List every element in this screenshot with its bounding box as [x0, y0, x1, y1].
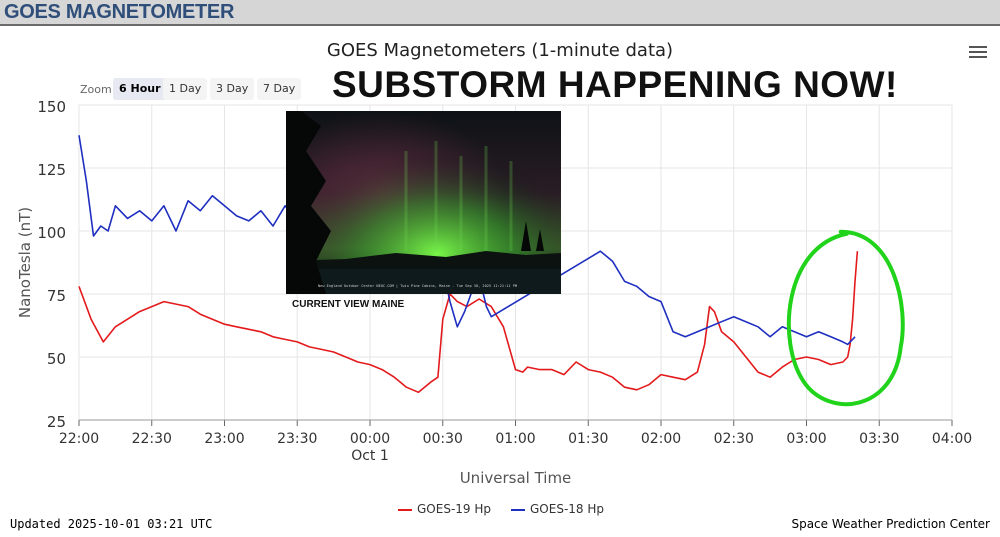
x-tick-label: 02:00: [641, 431, 681, 447]
zoom-7-day-button[interactable]: 7 Day: [257, 78, 302, 100]
x-tick-label: 23:30: [277, 431, 317, 447]
updated-timestamp: Updated 2025-10-01 03:21 UTC: [10, 517, 213, 531]
x-tick-label: 03:30: [859, 431, 899, 447]
y-tick-label: 75: [47, 287, 66, 305]
zoom-3-day-button[interactable]: 3 Day: [210, 78, 255, 100]
zoom-6-hour-button[interactable]: 6 Hour: [113, 78, 167, 100]
legend-goes18-label: GOES-18 Hp: [530, 502, 604, 516]
x-tick-label: 22:00: [59, 431, 99, 447]
photo-caption: CURRENT VIEW MAINE: [292, 299, 405, 310]
x-tick-label: 03:00: [786, 431, 826, 447]
zoom-label: Zoom: [80, 83, 112, 96]
x-axis-title: Universal Time: [460, 469, 572, 487]
magnetometer-chart: 25 50 75 100 125 150 22:00 22:30 23:00 23:30 00:00…: [16, 98, 972, 487]
substorm-banner: SUBSTORM HAPPENING NOW!: [332, 64, 898, 105]
y-tick-label: 125: [37, 161, 66, 179]
x-tick-label: 23:00: [204, 431, 244, 447]
x-tick-label: 04:00: [932, 431, 972, 447]
series-line-goes19: [78, 251, 859, 394]
top-bar: GOES MAGNETOMETER: [0, 0, 1000, 26]
legend-goes18[interactable]: GOES-18 Hp: [511, 502, 604, 516]
y-tick-label: 50: [47, 350, 66, 368]
x-tick-date-label: Oct 1: [351, 448, 389, 464]
zoom-1-day-button[interactable]: 1 Day: [163, 78, 208, 100]
x-tick-label: 00:00: [350, 431, 390, 447]
x-tick-label: 01:00: [495, 431, 535, 447]
annotation-circle: [786, 229, 905, 406]
chart-menu-icon[interactable]: [969, 46, 987, 62]
photo-overlay-text: New England Outdoor Center NEOC.COM | Tw…: [318, 284, 518, 288]
source-credit: Space Weather Prediction Center: [791, 517, 990, 531]
y-tick-label: 150: [37, 98, 66, 116]
x-tick-label: 02:30: [714, 431, 754, 447]
y-tick-label: 100: [37, 224, 66, 242]
legend-goes19-swatch: [398, 508, 412, 511]
y-tick-label: 25: [47, 413, 66, 431]
app-title: GOES MAGNETOMETER: [4, 1, 235, 23]
x-tick-label: 22:30: [132, 431, 172, 447]
y-axis-title: NanoTesla (nT): [16, 207, 34, 318]
legend-goes19-label: GOES-19 Hp: [417, 502, 491, 516]
aurora-photo: New England Outdoor Center NEOC.COM | Tw…: [286, 111, 561, 294]
legend-goes19[interactable]: GOES-19 Hp: [398, 502, 491, 516]
x-tick-label: 00:30: [423, 431, 463, 447]
legend-goes18-swatch: [511, 508, 525, 511]
chart-title: GOES Magnetometers (1-minute data): [326, 40, 674, 61]
x-tick-label: 01:30: [568, 431, 608, 447]
